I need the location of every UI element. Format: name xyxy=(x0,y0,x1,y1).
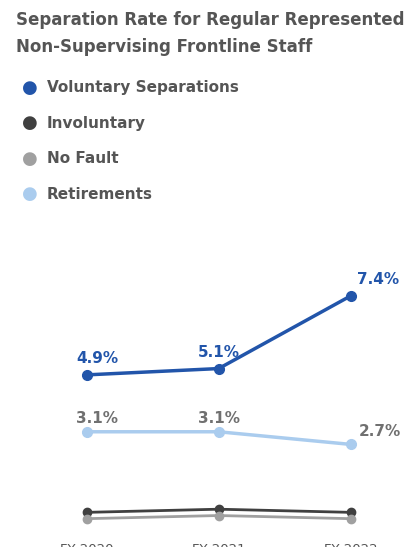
Text: 7.4%: 7.4% xyxy=(357,272,399,287)
Text: 2.7%: 2.7% xyxy=(358,424,401,439)
Text: ●: ● xyxy=(22,114,38,132)
Text: Separation Rate for Regular Represented: Separation Rate for Regular Represented xyxy=(16,11,405,29)
Text: 4.9%: 4.9% xyxy=(76,351,118,366)
Text: Voluntary Separations: Voluntary Separations xyxy=(47,80,239,95)
Text: ●: ● xyxy=(22,79,38,96)
Text: Non-Supervising Frontline Staff: Non-Supervising Frontline Staff xyxy=(16,38,312,56)
Text: ●: ● xyxy=(22,185,38,203)
Text: 5.1%: 5.1% xyxy=(198,345,240,360)
Text: Retirements: Retirements xyxy=(47,187,153,202)
Text: 3.1%: 3.1% xyxy=(76,411,118,426)
Text: Involuntary: Involuntary xyxy=(47,115,145,131)
Text: ●: ● xyxy=(22,150,38,167)
Text: No Fault: No Fault xyxy=(47,151,118,166)
Text: 3.1%: 3.1% xyxy=(198,411,240,426)
